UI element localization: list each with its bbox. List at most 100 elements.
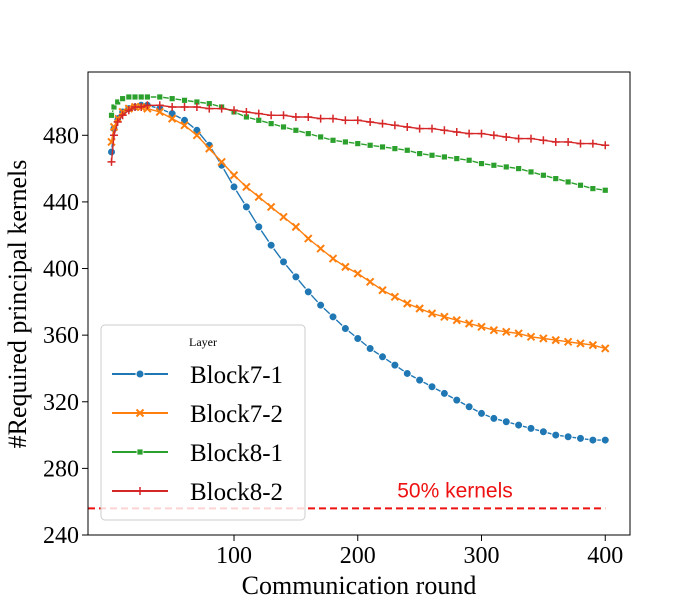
legend-marker xyxy=(135,369,145,379)
data-point-block8-2 xyxy=(539,136,548,145)
data-point-block7-2 xyxy=(365,277,375,287)
y-tick-label: 360 xyxy=(43,323,79,349)
data-point-block8-1 xyxy=(131,93,139,101)
data-point-block7-2 xyxy=(464,319,474,328)
data-point-block7-1 xyxy=(303,287,313,297)
data-point-block8-2 xyxy=(205,104,214,113)
data-point-block7-1 xyxy=(563,432,573,442)
data-point-block8-2 xyxy=(440,126,449,135)
data-point-block8-1 xyxy=(108,111,115,119)
data-point-block7-1 xyxy=(291,272,301,282)
y-tick-label: 440 xyxy=(43,190,79,216)
series-block8-2 xyxy=(107,101,610,166)
data-point-block8-1 xyxy=(292,126,300,134)
data-point-block8-1 xyxy=(478,160,485,168)
data-point-block7-2 xyxy=(489,325,499,335)
data-point-block8-2 xyxy=(489,131,498,140)
data-point-block8-1 xyxy=(125,93,133,101)
data-point-block8-2 xyxy=(217,104,226,113)
data-point-block8-2 xyxy=(304,112,313,121)
data-point-block8-1 xyxy=(490,161,498,169)
data-point-block8-1 xyxy=(552,175,560,182)
data-point-block7-2 xyxy=(477,322,486,332)
data-point-block8-1 xyxy=(403,146,411,154)
data-point-block8-1 xyxy=(304,130,312,138)
data-point-block8-1 xyxy=(589,185,597,192)
data-point-block7-2 xyxy=(304,234,313,243)
data-point-block7-1 xyxy=(328,312,338,322)
data-point-block8-2 xyxy=(428,124,437,133)
data-point-block8-1 xyxy=(379,143,386,151)
data-point-block8-2 xyxy=(137,102,146,111)
legend: Layer Block7-1 Block7-2 Block8-1 Block8-2 xyxy=(100,324,306,521)
data-point-block8-2 xyxy=(254,109,263,118)
data-point-block7-2 xyxy=(180,121,189,130)
data-point-block8-2 xyxy=(415,124,424,133)
data-point-block7-1 xyxy=(241,202,251,212)
legend-title: Layer xyxy=(189,335,217,349)
data-point-block7-1 xyxy=(365,343,375,353)
data-point-block8-1 xyxy=(110,103,118,111)
data-point-block7-1 xyxy=(600,435,610,445)
data-point-block7-2 xyxy=(440,312,449,322)
data-point-block7-2 xyxy=(229,171,239,180)
data-point-block8-2 xyxy=(564,137,573,146)
data-point-block8-1 xyxy=(137,93,145,101)
legend-marker xyxy=(136,487,144,495)
data-point-block7-2 xyxy=(242,182,251,192)
data-point-block7-2 xyxy=(217,157,226,167)
data-point-block8-2 xyxy=(341,116,350,125)
legend-label: Block7-1 xyxy=(190,362,283,389)
data-point-block7-1 xyxy=(588,435,598,445)
data-point-block7-2 xyxy=(551,335,560,345)
data-point-block7-1 xyxy=(538,427,548,437)
data-point-block7-1 xyxy=(464,402,474,412)
data-point-block8-2 xyxy=(168,102,177,111)
data-point-block8-1 xyxy=(329,136,337,144)
data-point-block8-2 xyxy=(180,102,189,111)
data-point-block8-1 xyxy=(255,116,263,124)
data-point-block8-2 xyxy=(113,117,122,126)
data-point-block7-1 xyxy=(390,360,400,370)
data-point-block8-1 xyxy=(416,150,424,158)
y-tick-label: 240 xyxy=(43,523,79,549)
data-point-block8-2 xyxy=(353,116,362,125)
data-point-block7-2 xyxy=(390,292,400,302)
data-point-block8-2 xyxy=(192,102,201,111)
data-point-block8-1 xyxy=(280,123,287,131)
data-point-block8-1 xyxy=(391,145,399,153)
data-point-block7-2 xyxy=(328,254,338,263)
data-point-block7-1 xyxy=(452,395,462,405)
data-point-block8-2 xyxy=(279,111,288,120)
x-tick-label: 100 xyxy=(216,543,252,569)
y-tick-label: 400 xyxy=(43,257,79,283)
data-point-block7-1 xyxy=(279,257,289,267)
plot-frame xyxy=(87,71,631,536)
data-point-block7-2 xyxy=(539,334,548,343)
data-point-block8-1 xyxy=(143,93,151,101)
data-point-block8-1 xyxy=(119,95,127,103)
legend-marker xyxy=(135,408,145,418)
data-point-block8-2 xyxy=(551,137,560,146)
data-point-block8-2 xyxy=(242,107,251,116)
data-point-block7-1 xyxy=(427,382,437,392)
series-line-block8-2 xyxy=(110,104,606,162)
data-point-block7-1 xyxy=(266,240,276,250)
data-point-block8-2 xyxy=(155,101,164,110)
data-point-block8-1 xyxy=(354,140,362,148)
y-tick-label: 320 xyxy=(43,390,79,416)
legend-label: Block8-2 xyxy=(190,479,283,506)
data-point-block7-2 xyxy=(353,269,362,278)
data-point-block7-2 xyxy=(526,332,536,342)
data-point-block8-1 xyxy=(577,181,584,189)
data-point-block7-2 xyxy=(266,202,276,212)
data-point-block8-2 xyxy=(118,111,127,120)
data-point-block7-1 xyxy=(378,352,388,362)
data-point-block8-2 xyxy=(316,114,325,123)
data-point-block8-2 xyxy=(124,106,133,115)
legend-label: Block7-2 xyxy=(190,401,283,428)
data-point-block8-2 xyxy=(601,141,610,150)
reference-line-label: 50% kernels xyxy=(397,479,513,502)
data-point-block7-2 xyxy=(601,344,610,353)
